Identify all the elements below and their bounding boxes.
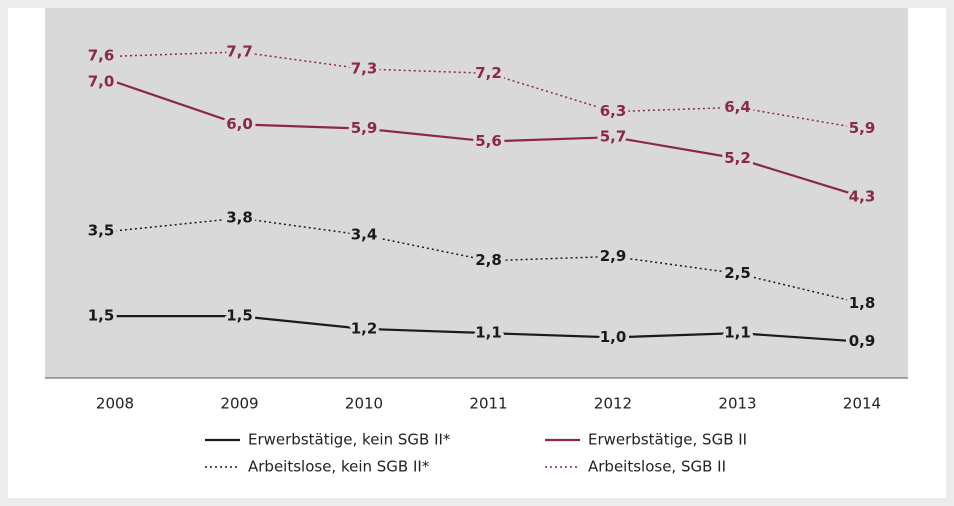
- value-label: 1,5: [88, 307, 115, 325]
- value-label: 5,9: [849, 119, 876, 137]
- series-line: [114, 217, 863, 305]
- value-label: 1,1: [475, 324, 502, 342]
- x-tick-label: 2009: [220, 395, 258, 413]
- x-tick-label: 2013: [718, 395, 756, 413]
- value-label: 5,6: [475, 132, 502, 150]
- series-line: [115, 315, 863, 343]
- value-label: 7,7: [226, 42, 253, 60]
- value-label: 7,0: [88, 72, 115, 90]
- value-label: 6,0: [226, 115, 253, 133]
- value-label: 3,4: [351, 226, 378, 244]
- value-label: 2,5: [724, 264, 751, 282]
- series-line: [114, 80, 863, 198]
- value-label: 6,3: [600, 102, 627, 120]
- value-label: 7,6: [88, 47, 115, 65]
- value-label: 5,9: [351, 119, 378, 137]
- value-label: 7,3: [351, 60, 378, 78]
- x-tick-label: 2011: [469, 395, 507, 413]
- value-label: 6,4: [724, 98, 751, 116]
- legend-label: Arbeitslose, SGB II: [588, 458, 726, 476]
- x-tick-label: 2012: [594, 395, 632, 413]
- legend-label: Erwerbstätige, kein SGB II*: [248, 431, 451, 449]
- value-label: 4,3: [849, 187, 876, 205]
- value-label: 5,2: [724, 149, 751, 167]
- value-label: 5,7: [600, 128, 627, 146]
- value-label: 7,2: [475, 64, 502, 82]
- x-tick-label: 2014: [843, 395, 881, 413]
- legend-label: Erwerbstätige, SGB II: [588, 431, 747, 449]
- legend-label: Arbeitslose, kein SGB II*: [248, 458, 430, 476]
- value-label: 1,8: [849, 294, 876, 312]
- x-tick-label: 2010: [345, 395, 383, 413]
- value-label: 1,1: [724, 324, 751, 342]
- value-label: 2,9: [600, 247, 627, 265]
- value-label: 2,8: [475, 251, 502, 269]
- value-label: 1,0: [600, 328, 627, 346]
- value-label: 3,5: [88, 221, 115, 239]
- value-label: 1,2: [351, 319, 378, 337]
- x-tick-label: 2008: [96, 395, 134, 413]
- value-label: 1,5: [226, 307, 253, 325]
- value-label: 3,8: [226, 209, 253, 227]
- value-label: 0,9: [849, 332, 876, 350]
